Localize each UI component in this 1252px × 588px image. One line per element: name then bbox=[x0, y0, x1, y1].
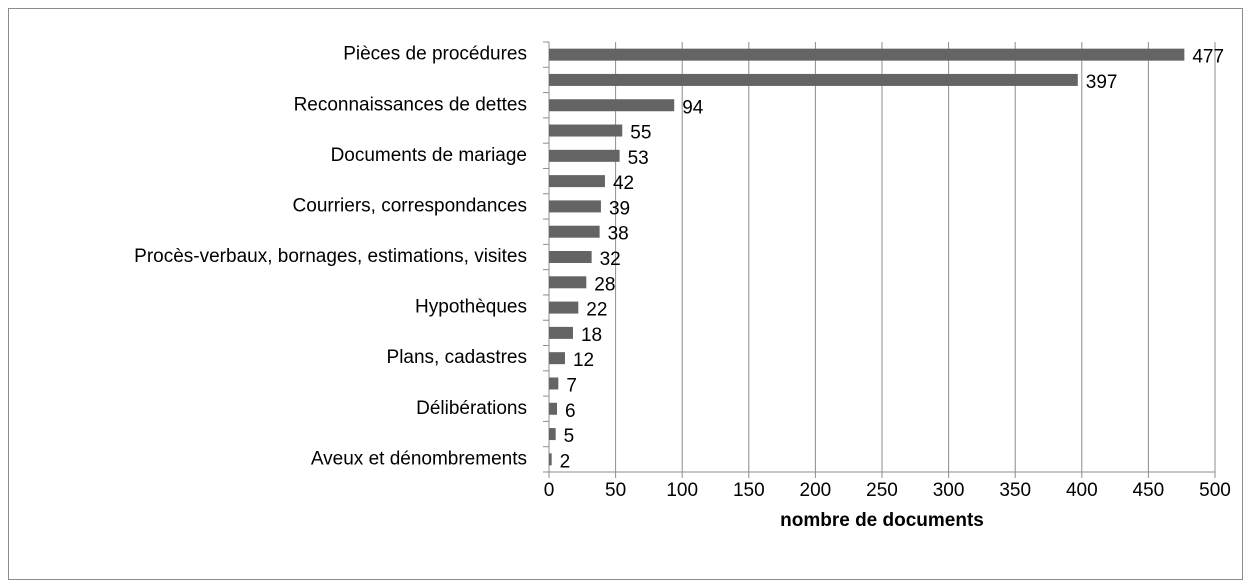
x-tick-label: 200 bbox=[800, 480, 832, 501]
y-tick-label: Pièces de procédures bbox=[343, 44, 527, 65]
x-tick-label: 150 bbox=[733, 480, 765, 501]
x-axis-title: nombre de documents bbox=[780, 510, 984, 531]
value-label: 38 bbox=[608, 224, 629, 245]
value-label: 28 bbox=[594, 274, 615, 295]
value-label: 7 bbox=[566, 375, 577, 396]
x-tick-label: 300 bbox=[933, 480, 965, 501]
x-tick-label: 100 bbox=[666, 480, 698, 501]
bar bbox=[549, 326, 573, 339]
bar bbox=[549, 352, 565, 365]
x-tick-label: 350 bbox=[999, 480, 1031, 501]
y-tick-label: Aveux et dénombrements bbox=[311, 448, 527, 469]
bar bbox=[549, 453, 552, 466]
y-tick-label: Reconnaissances de dettes bbox=[294, 94, 527, 115]
value-label: 18 bbox=[581, 325, 602, 346]
value-label: 55 bbox=[630, 123, 651, 144]
x-tick-label: 400 bbox=[1066, 480, 1098, 501]
value-label: 39 bbox=[609, 198, 630, 219]
y-tick-label: Délibérations bbox=[416, 398, 527, 419]
bar bbox=[549, 402, 557, 415]
value-label: 94 bbox=[682, 97, 704, 118]
y-tick-label: Hypothèques bbox=[415, 297, 527, 318]
y-tick-label: Documents de mariage bbox=[331, 145, 527, 166]
value-label: 32 bbox=[600, 249, 621, 270]
bar bbox=[549, 124, 623, 137]
x-tick-label: 450 bbox=[1133, 480, 1165, 501]
bar bbox=[549, 301, 579, 314]
value-label: 477 bbox=[1192, 47, 1224, 68]
bar bbox=[549, 276, 587, 289]
y-tick-label: Plans, cadastres bbox=[387, 347, 527, 368]
bar bbox=[549, 175, 605, 188]
value-label: 42 bbox=[613, 173, 634, 194]
value-label: 2 bbox=[560, 451, 571, 472]
value-label: 22 bbox=[586, 300, 607, 321]
x-tick-label: 0 bbox=[544, 480, 555, 501]
y-tick-label: Courriers, correspondances bbox=[293, 195, 527, 216]
bar bbox=[549, 48, 1185, 61]
bar bbox=[549, 73, 1078, 86]
value-label: 12 bbox=[573, 350, 594, 371]
bar bbox=[549, 428, 556, 441]
value-label: 5 bbox=[564, 426, 575, 447]
bar bbox=[549, 99, 675, 112]
value-label: 53 bbox=[628, 148, 649, 169]
bar bbox=[549, 225, 600, 238]
x-tick-label: 500 bbox=[1199, 480, 1231, 501]
value-label: 397 bbox=[1086, 72, 1118, 93]
value-label: 6 bbox=[565, 401, 576, 422]
bar bbox=[549, 200, 601, 213]
bar bbox=[549, 149, 620, 162]
y-tick-label: Procès-verbaux, bornages, estimations, v… bbox=[134, 246, 527, 267]
bar bbox=[549, 377, 559, 390]
bar bbox=[549, 251, 592, 263]
x-tick-label: 250 bbox=[866, 480, 898, 501]
x-tick-label: 50 bbox=[605, 480, 626, 501]
